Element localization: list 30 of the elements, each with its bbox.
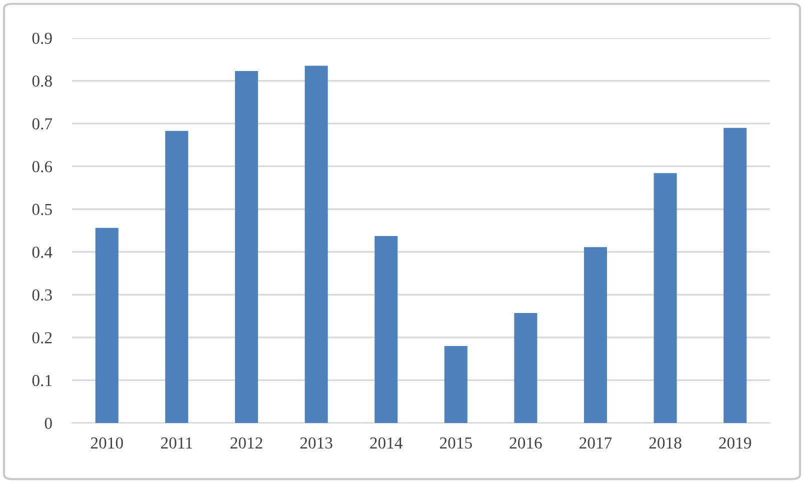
y-tick-label: 0.3 bbox=[32, 289, 52, 301]
y-tick-label: 0.8 bbox=[32, 75, 52, 87]
y-tick-label: 0.4 bbox=[32, 246, 52, 258]
y-tick-label: 0.5 bbox=[32, 204, 52, 216]
bar bbox=[374, 236, 398, 423]
x-tick-label: 2013 bbox=[300, 437, 332, 449]
bar bbox=[234, 70, 258, 423]
x-tick-label: 2010 bbox=[90, 437, 123, 449]
bar bbox=[165, 130, 188, 423]
bar bbox=[584, 247, 608, 423]
x-tick-label: 2014 bbox=[370, 437, 403, 449]
y-tick-label: 0.1 bbox=[32, 374, 52, 386]
x-tick-label: 2016 bbox=[510, 437, 542, 449]
bar bbox=[724, 128, 747, 423]
x-tick-label: 2018 bbox=[649, 437, 682, 449]
bar bbox=[304, 66, 328, 423]
x-tick-label: 2011 bbox=[161, 437, 192, 449]
x-tick-label: 2012 bbox=[230, 437, 262, 449]
y-tick-label: 0.7 bbox=[32, 118, 52, 130]
y-tick-label: 0.2 bbox=[32, 332, 52, 344]
y-tick-label: 0.9 bbox=[32, 32, 52, 44]
bar bbox=[654, 173, 677, 423]
x-tick-label: 2015 bbox=[440, 437, 472, 449]
x-tick-label: 2017 bbox=[580, 437, 612, 449]
y-tick-label: 0 bbox=[44, 418, 52, 429]
bar bbox=[95, 228, 118, 423]
x-tick-label: 2019 bbox=[719, 437, 752, 449]
y-tick-label: 0.6 bbox=[32, 161, 52, 172]
bar bbox=[444, 346, 468, 423]
bar bbox=[514, 313, 538, 423]
